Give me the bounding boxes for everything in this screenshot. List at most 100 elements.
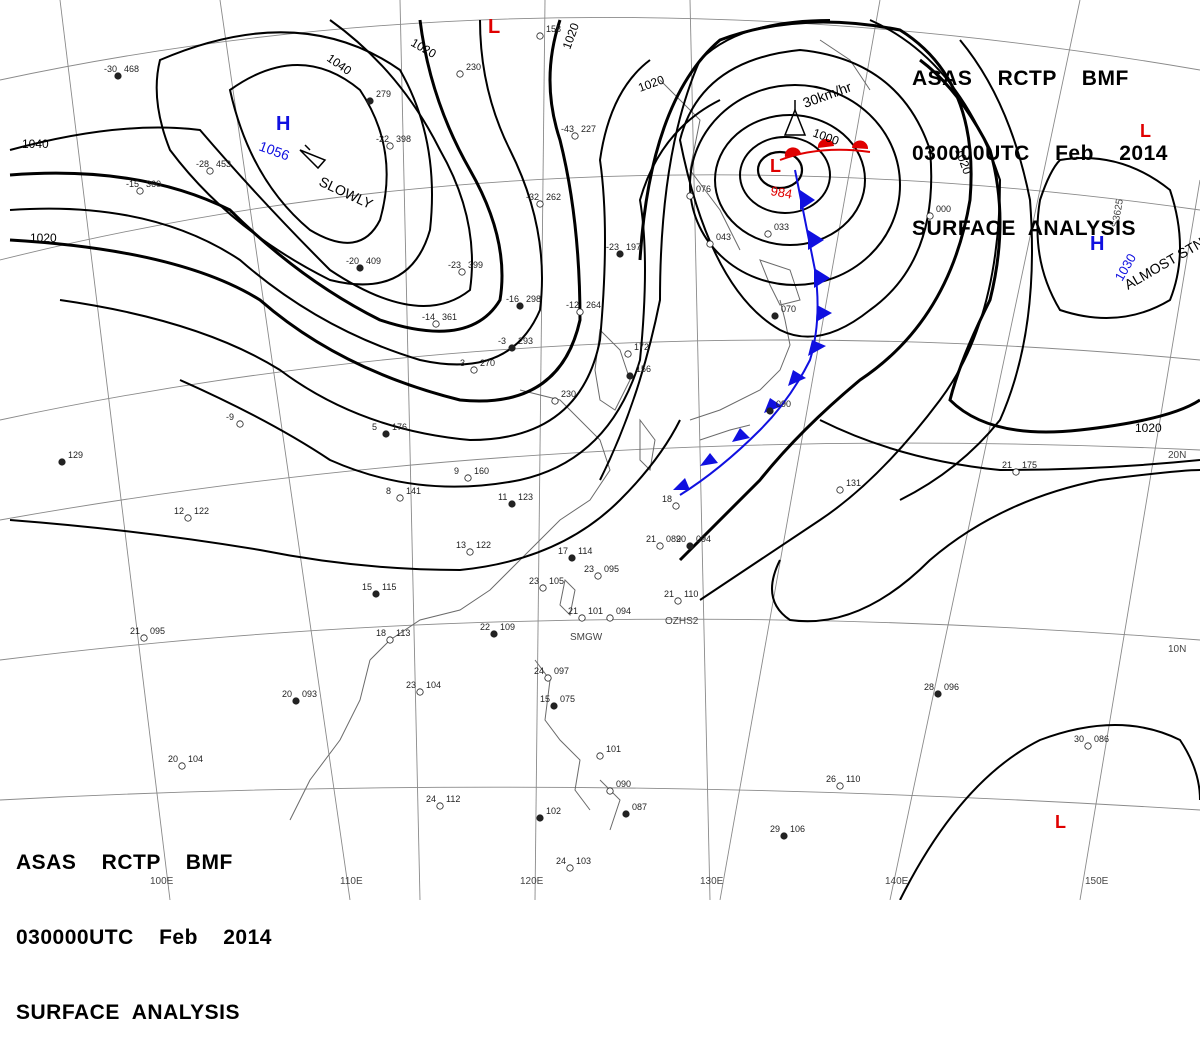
- station-circle: [471, 367, 477, 373]
- station-temp: 23: [406, 680, 416, 690]
- station-temp: 13: [456, 540, 466, 550]
- station-pressure: 122: [476, 540, 491, 550]
- station-temp: 3: [460, 358, 465, 368]
- station-circle: [707, 241, 713, 247]
- station-temp: 5: [372, 422, 377, 432]
- station-temp: -16: [506, 294, 519, 304]
- station-temp: 9: [454, 466, 459, 476]
- station-pressure: 293: [518, 336, 533, 346]
- station-pressure: 097: [554, 666, 569, 676]
- station-temp: 26: [826, 774, 836, 784]
- station-temp: -12: [566, 300, 579, 310]
- station-circle: [367, 98, 373, 104]
- station-pressure: 230: [561, 389, 576, 399]
- station-circle: [623, 811, 629, 817]
- station-circle: [595, 573, 601, 579]
- station-plot: 23 104: [406, 680, 441, 695]
- station-plot: 23 105: [529, 576, 564, 591]
- station-temp: -30: [104, 64, 117, 74]
- station-pressure: 468: [124, 64, 139, 74]
- station-temp: 8: [386, 486, 391, 496]
- station-temp: 24: [556, 856, 566, 866]
- station-temp: 15: [540, 694, 550, 704]
- station-temp: 11: [498, 492, 507, 502]
- isobar-label: 1020: [560, 21, 582, 51]
- station-temp: 29: [770, 824, 780, 834]
- station-pressure: 298: [526, 294, 541, 304]
- station-temp: 20: [168, 754, 178, 764]
- station-plot: 156: [627, 364, 651, 379]
- station-pressure: 090: [616, 779, 631, 789]
- station-pressure: 398: [396, 134, 411, 144]
- station-temp: 23: [529, 576, 539, 586]
- station-plot: -30 468: [104, 64, 139, 79]
- station-pressure: 105: [549, 576, 564, 586]
- station-pressure: 141: [406, 486, 421, 496]
- station-temp: 18: [376, 628, 386, 638]
- station-temp: -28: [196, 159, 209, 169]
- station-pressure: 093: [302, 689, 317, 699]
- station-temp: 23: [584, 564, 594, 574]
- station-circle: [657, 543, 663, 549]
- station-temp: -3: [498, 336, 506, 346]
- station-pressure: 101: [606, 744, 621, 754]
- station-pressure: 104: [426, 680, 441, 690]
- station-pressure: 095: [150, 626, 165, 636]
- title-line-1: ASAS RCTP BMF: [16, 850, 272, 875]
- station-pressure: 279: [376, 89, 391, 99]
- station-circle: [687, 543, 693, 549]
- station-pressure: 086: [1094, 734, 1109, 744]
- station-pressure: 095: [604, 564, 619, 574]
- station-circle: [607, 788, 613, 794]
- station-circle: [627, 373, 633, 379]
- isobar-label: 1020: [1135, 421, 1162, 435]
- station-temp: 22: [480, 622, 490, 632]
- station-pressure: 101: [588, 606, 603, 616]
- station-circle: [579, 615, 585, 621]
- high-center-value: 1056: [257, 138, 292, 164]
- station-circle: [141, 635, 147, 641]
- station-temp: 18: [662, 494, 672, 504]
- station-pressure: 094: [696, 534, 711, 544]
- station-pressure: 087: [632, 802, 647, 812]
- station-pressure: 033: [774, 222, 789, 232]
- station-pressure: 096: [944, 682, 959, 692]
- station-plot: 101: [597, 744, 621, 759]
- title-block-top: ASAS RCTP BMF 030000UTC Feb 2014 SURFACE…: [912, 16, 1168, 266]
- station-circle: [837, 487, 843, 493]
- station-circle: [673, 503, 679, 509]
- title-block-bottom: ASAS RCTP BMF 030000UTC Feb 2014 SURFACE…: [16, 800, 272, 1050]
- low-center-letter: L: [488, 16, 500, 38]
- station-plot: 13 122: [456, 540, 491, 555]
- station-pressure: 262: [546, 192, 561, 202]
- station-circle: [837, 783, 843, 789]
- isobar-label: 1020: [409, 35, 439, 61]
- station-temp: -9: [226, 412, 234, 422]
- station-circle: [457, 71, 463, 77]
- lon-label: 110E: [340, 876, 363, 887]
- station-pressure: 230: [466, 62, 481, 72]
- low-motion-label: 30km/hr: [801, 78, 854, 110]
- station-temp: 12: [174, 506, 184, 516]
- station-plot: 129: [59, 450, 83, 465]
- isobar-label: 1040: [22, 137, 49, 151]
- station-pressure: 361: [442, 312, 457, 322]
- station-plot: 8 141: [386, 486, 421, 501]
- station-pressure: 176: [392, 422, 407, 432]
- lon-label: 140E: [885, 876, 909, 887]
- low-center-value: 984: [769, 183, 793, 202]
- station-pressure: 172: [634, 342, 649, 352]
- station-pressure: 156: [636, 364, 651, 374]
- station-pressure: 129: [68, 450, 83, 460]
- station-pressure: 094: [616, 606, 631, 616]
